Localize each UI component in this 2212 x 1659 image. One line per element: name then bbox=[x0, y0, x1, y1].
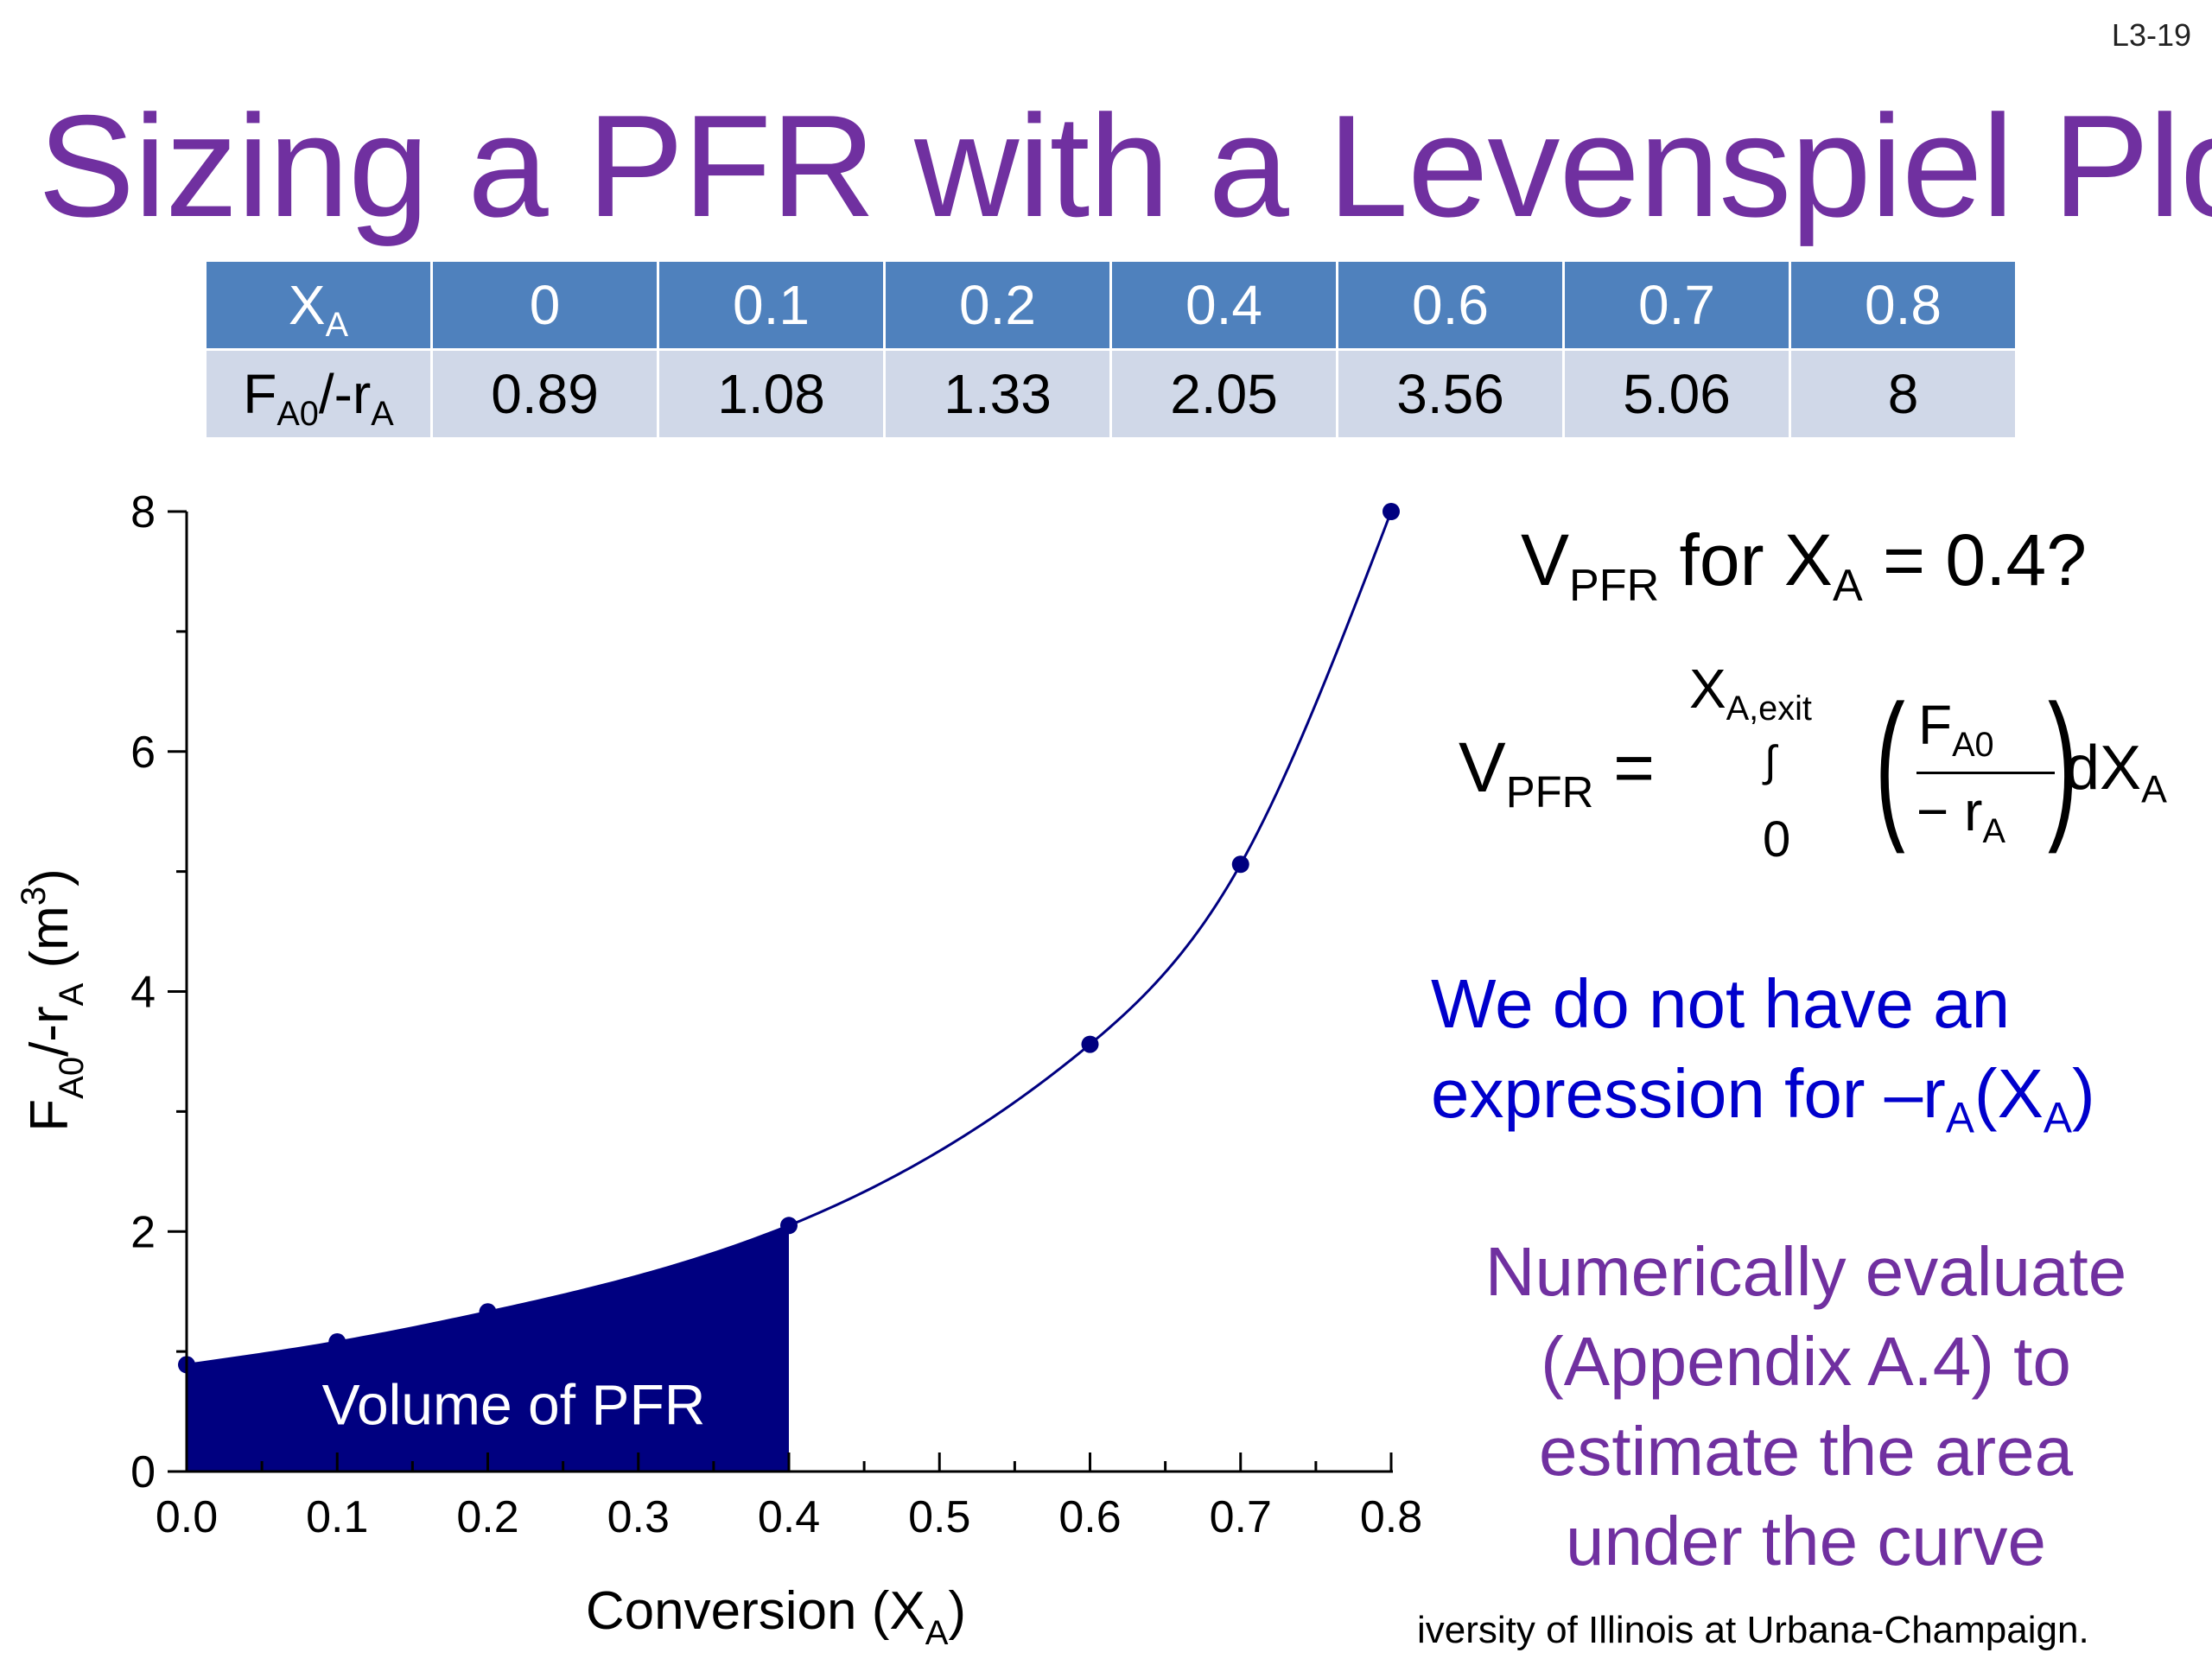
page-title: Sizing a PFR with a Levenspiel Plot bbox=[38, 85, 2212, 247]
data-point bbox=[479, 1303, 497, 1321]
table-cell: 0.8 bbox=[1789, 259, 2018, 351]
table-row-fa: FA0/-rA 0.89 1.08 1.33 2.05 3.56 5.06 8 bbox=[204, 348, 2018, 440]
note-line: expression for –rA(XA) bbox=[1431, 1055, 2095, 1142]
fraction-denominator: − rA bbox=[1916, 780, 2005, 850]
table-cell: 0.1 bbox=[657, 259, 886, 351]
integral-upper-limit: XA,exit bbox=[1689, 658, 1812, 728]
note-no-expression: We do not have an expression for –rA(XA) bbox=[1431, 959, 2095, 1139]
x-tick-label: 0.6 bbox=[1058, 1492, 1121, 1542]
footer-text: iversity of Illinois at Urbana-Champaign… bbox=[1417, 1609, 2089, 1651]
question-line: VPFR for XA = 0.4? bbox=[1521, 519, 2087, 612]
data-point bbox=[1382, 503, 1400, 520]
x-axis-label: Conversion (XA) bbox=[586, 1581, 966, 1652]
levenspiel-plot: 0 2 4 6 8 0.0 0.1 0.2 0.3 0.4 0.5 0.6 0.7 0.8 Conversi… bbox=[15, 487, 1422, 1652]
fraction-numerator: FA0 bbox=[1918, 694, 1994, 764]
differential: dXA bbox=[2065, 734, 2167, 811]
table-cell: 0.7 bbox=[1562, 259, 1791, 351]
table-cell: 0.4 bbox=[1109, 259, 1338, 351]
data-table: XA 0 0.1 0.2 0.4 0.6 0.7 0.8 FA0/-rA 0.8… bbox=[204, 259, 2018, 440]
table-cell: 0.89 bbox=[430, 348, 659, 440]
table-row-label-fa: FA0/-rA bbox=[204, 348, 433, 440]
x-tick-label: 0.5 bbox=[908, 1492, 970, 1542]
paren-left: ( bbox=[1875, 671, 1905, 855]
x-tick-label: 0.0 bbox=[156, 1492, 218, 1542]
y-tick-label: 2 bbox=[130, 1207, 156, 1257]
table-cell: 3.56 bbox=[1336, 348, 1565, 440]
equation-lhs: VPFR = bbox=[1459, 728, 1656, 817]
slide-number: L3-19 bbox=[2111, 17, 2191, 53]
paren-right: ) bbox=[2048, 671, 2078, 855]
table-cell: 1.08 bbox=[657, 348, 886, 440]
table-row-label-xa: XA bbox=[204, 259, 433, 351]
data-point bbox=[780, 1217, 798, 1235]
data-point bbox=[328, 1333, 346, 1351]
data-point bbox=[1231, 855, 1249, 874]
pfr-volume-area bbox=[187, 1225, 789, 1471]
integral-lower-limit: 0 bbox=[1763, 811, 1791, 868]
table-cell: 8 bbox=[1789, 348, 2018, 440]
y-axis-label: FA0/-rA (m3) bbox=[15, 868, 91, 1131]
x-tick-label: 0.1 bbox=[306, 1492, 368, 1542]
y-tick-label: 4 bbox=[130, 968, 156, 1018]
note-line: Numerically evaluate bbox=[1484, 1233, 2127, 1310]
x-tick-label: 0.8 bbox=[1360, 1492, 1422, 1542]
y-tick-label: 0 bbox=[130, 1447, 156, 1497]
table-cell: 1.33 bbox=[883, 348, 1112, 440]
y-tick-label: 8 bbox=[130, 487, 156, 537]
pfr-design-equation: VPFR = XA,exit ∫ 0 ( FA0 − rA ) dXA bbox=[1452, 657, 2212, 881]
table-cell: 5.06 bbox=[1562, 348, 1791, 440]
table-cell: 0.6 bbox=[1336, 259, 1565, 351]
table-cell: 0.2 bbox=[883, 259, 1112, 351]
note-line: We do not have an bbox=[1431, 965, 2011, 1042]
fraction-bar bbox=[1916, 772, 2055, 774]
note-numerically-evaluate: Numerically evaluate (Appendix A.4) to e… bbox=[1417, 1227, 2195, 1586]
y-tick-label: 6 bbox=[130, 728, 156, 778]
note-line: estimate the area bbox=[1538, 1413, 2074, 1490]
x-tick-label: 0.3 bbox=[607, 1492, 670, 1542]
x-tick-label: 0.2 bbox=[456, 1492, 518, 1542]
integral-sign: ∫ bbox=[1764, 737, 1777, 785]
table-row-xa: XA 0 0.1 0.2 0.4 0.6 0.7 0.8 bbox=[204, 259, 2018, 351]
table-cell: 2.05 bbox=[1109, 348, 1338, 440]
area-label: Volume of PFR bbox=[322, 1373, 706, 1437]
x-tick-label: 0.4 bbox=[758, 1492, 820, 1542]
x-tick-label: 0.7 bbox=[1210, 1492, 1272, 1542]
data-point bbox=[1081, 1035, 1099, 1053]
note-line: under the curve bbox=[1566, 1503, 2046, 1580]
note-line: (Appendix A.4) to bbox=[1541, 1323, 2071, 1400]
table-cell: 0 bbox=[430, 259, 659, 351]
